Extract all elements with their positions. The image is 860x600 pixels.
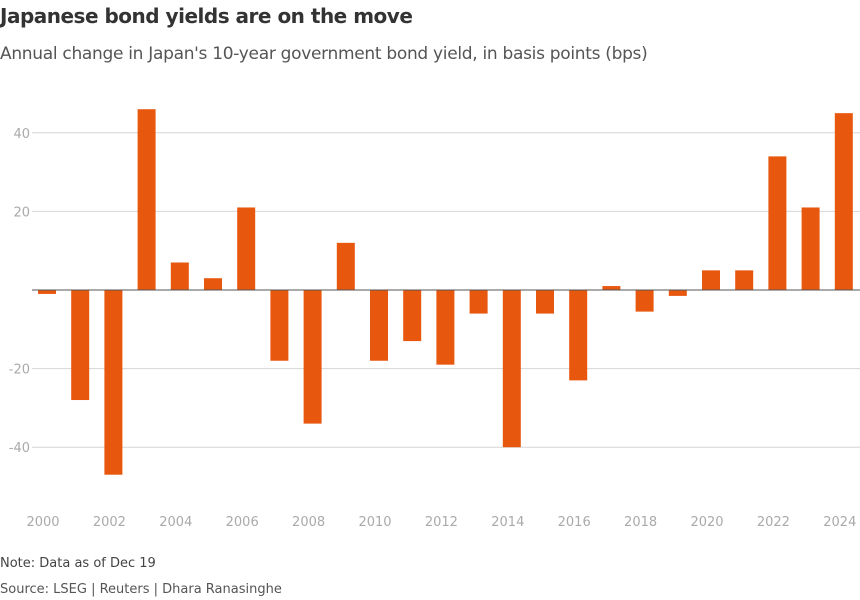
x-tick-label: 2020 [690,515,723,530]
bar-2004 [170,262,189,290]
chart-source: Source: LSEG | Reuters | Dhara Ranasingh… [0,582,282,597]
chart-note: Note: Data as of Dec 19 [0,556,156,571]
x-tick-label: 2012 [425,515,458,530]
bar-2012 [436,290,455,365]
x-tick-label: 2016 [558,515,591,530]
chart-title: Japanese bond yields are on the move [0,4,413,28]
bar-2014 [502,290,521,448]
bar-2021 [735,270,754,290]
x-tick-label: 2014 [491,515,524,530]
x-tick-label: 2022 [757,515,790,530]
bar-2001 [71,290,90,401]
bar-2002 [104,290,123,475]
bar-2019 [668,290,687,296]
x-tick-label: 2006 [226,515,259,530]
bar-2008 [303,290,322,424]
chart-subtitle: Annual change in Japan's 10-year governm… [0,44,648,64]
bar-2005 [204,278,222,290]
bar-2018 [635,290,654,312]
x-tick-label: 2008 [292,515,325,530]
x-tick-label: 2018 [624,515,657,530]
bar-2016 [569,290,588,381]
x-tick-label: 2000 [26,515,59,530]
x-tick-label: 2004 [159,515,192,530]
bar-2017 [602,286,621,290]
x-tick-label: 2002 [93,515,126,530]
y-tick-label: 20 [13,205,30,220]
bar-2009 [336,242,355,290]
bar-2015 [536,290,554,314]
y-tick-label: -20 [9,363,30,378]
bar-2024 [834,113,853,291]
x-tick-label: 2024 [823,515,856,530]
bar-2000 [38,290,56,294]
bar-2022 [768,156,787,290]
bar-2011 [403,290,422,342]
y-tick-label: -40 [9,441,30,456]
bar-2020 [702,270,720,290]
bar-2006 [237,207,256,290]
x-tick-label: 2010 [358,515,391,530]
y-tick-label: 40 [13,127,30,142]
bar-2003 [137,109,156,290]
bar-2023 [801,207,820,290]
bar-2010 [370,290,388,361]
bar-2013 [469,290,488,314]
bar-2007 [270,290,289,361]
